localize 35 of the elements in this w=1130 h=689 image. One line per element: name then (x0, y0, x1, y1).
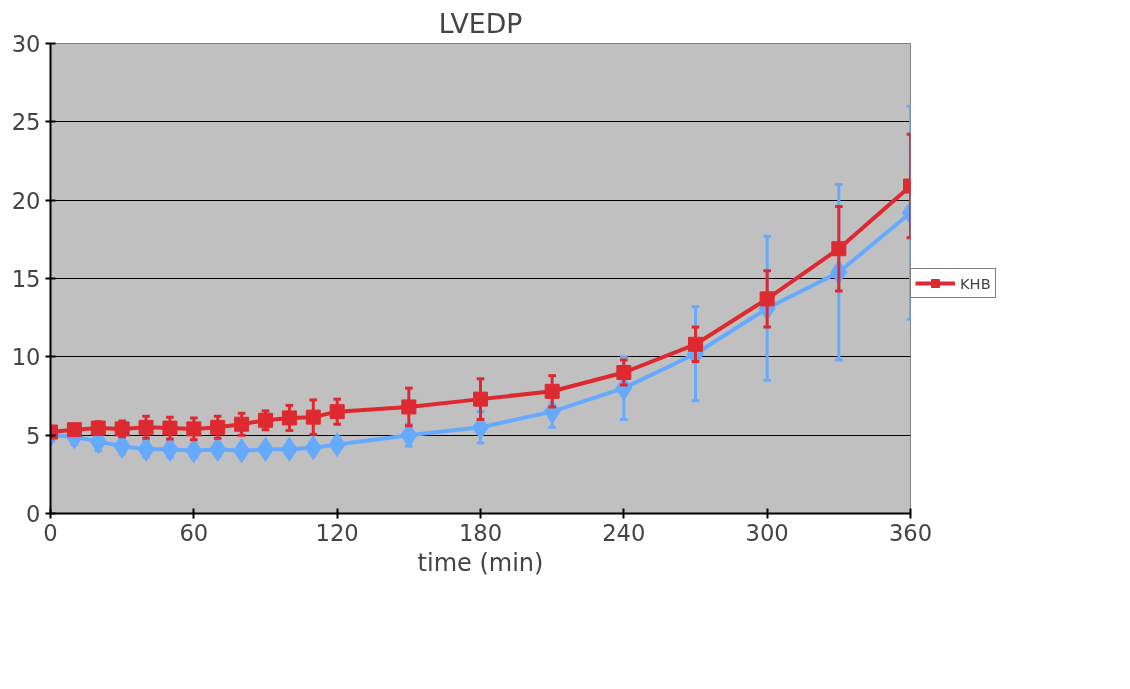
point (473, 391, 488, 407)
x-tick-label: 60 (179, 519, 209, 546)
point (162, 420, 178, 436)
point (329, 404, 345, 420)
y-tick-label: 10 (11, 344, 41, 371)
y-tick-label: 15 (11, 266, 41, 292)
x-tick-label: 300 (745, 519, 789, 546)
y-tick-label: 25 (11, 109, 41, 136)
x-axis-title: time (min) (417, 548, 544, 577)
point (759, 291, 775, 307)
y-tick-label: 0 (26, 501, 41, 527)
point (401, 399, 417, 415)
point (688, 336, 703, 352)
point (114, 421, 130, 437)
point (616, 365, 632, 380)
chart-title: LVEDP (438, 7, 523, 39)
x-tick-label: 240 (602, 519, 646, 546)
y-tick-label: 5 (26, 422, 41, 449)
x-tick-label: 0 (43, 519, 58, 546)
point (186, 421, 202, 437)
y-tick-label: 30 (11, 31, 41, 57)
x-tick-label: 180 (458, 519, 503, 546)
point (544, 383, 560, 399)
legend-label: KHB (960, 274, 991, 292)
point (305, 409, 321, 425)
point (66, 422, 82, 438)
point (234, 416, 250, 432)
point (138, 419, 154, 435)
y-tick-label: 20 (11, 187, 41, 214)
x-tick-label: 120 (315, 519, 359, 546)
point (258, 412, 273, 428)
point (831, 241, 847, 257)
x-tick-label: 360 (888, 519, 933, 546)
point (281, 410, 297, 426)
point (210, 419, 226, 435)
